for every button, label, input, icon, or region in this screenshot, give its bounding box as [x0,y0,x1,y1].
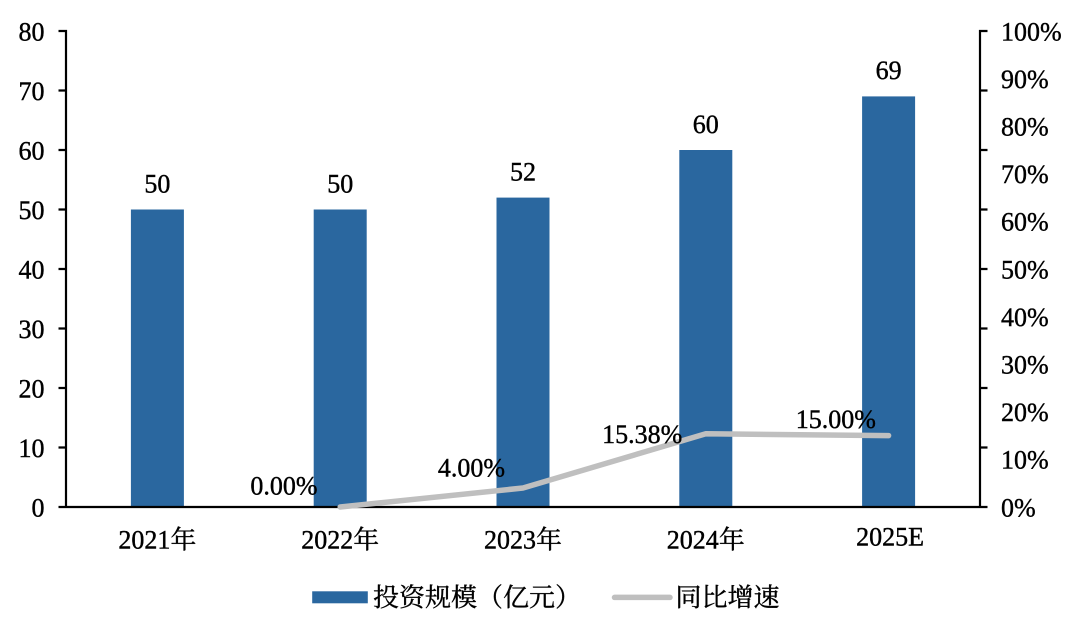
svg-text:40%: 40% [1001,303,1049,332]
svg-text:2022: 2022 [301,526,353,555]
svg-text:69: 69 [876,56,902,85]
svg-text:30: 30 [19,315,45,344]
svg-text:2025E: 2025E [856,523,924,552]
svg-text:70%: 70% [1001,160,1049,189]
svg-text:50: 50 [19,196,45,225]
svg-text:90%: 90% [1001,65,1049,94]
svg-text:80%: 80% [1001,113,1049,142]
svg-text:2024: 2024 [667,526,719,555]
svg-text:50: 50 [144,169,170,198]
svg-text:2021: 2021 [118,526,170,555]
svg-text:0%: 0% [1001,493,1036,522]
svg-text:60%: 60% [1001,208,1049,237]
svg-text:60: 60 [19,136,45,165]
svg-text:30%: 30% [1001,351,1049,380]
svg-text:0.00%: 0.00% [250,472,317,501]
svg-text:100%: 100% [1001,17,1062,46]
svg-text:40: 40 [19,255,45,284]
svg-text:4.00%: 4.00% [438,453,505,482]
svg-text:52: 52 [510,157,536,186]
svg-text:80: 80 [19,17,45,46]
svg-text:15.00%: 15.00% [796,405,876,434]
svg-text:50: 50 [327,169,353,198]
svg-text:0: 0 [32,493,45,522]
svg-text:15.38%: 15.38% [602,420,682,449]
svg-text:2023: 2023 [484,526,536,555]
svg-text:60: 60 [693,110,719,139]
svg-text:20: 20 [19,374,45,403]
svg-text:10: 10 [19,434,45,463]
svg-text:50%: 50% [1001,255,1049,284]
svg-text:70: 70 [19,77,45,106]
svg-text:10%: 10% [1001,446,1049,475]
svg-text:20%: 20% [1001,398,1049,427]
